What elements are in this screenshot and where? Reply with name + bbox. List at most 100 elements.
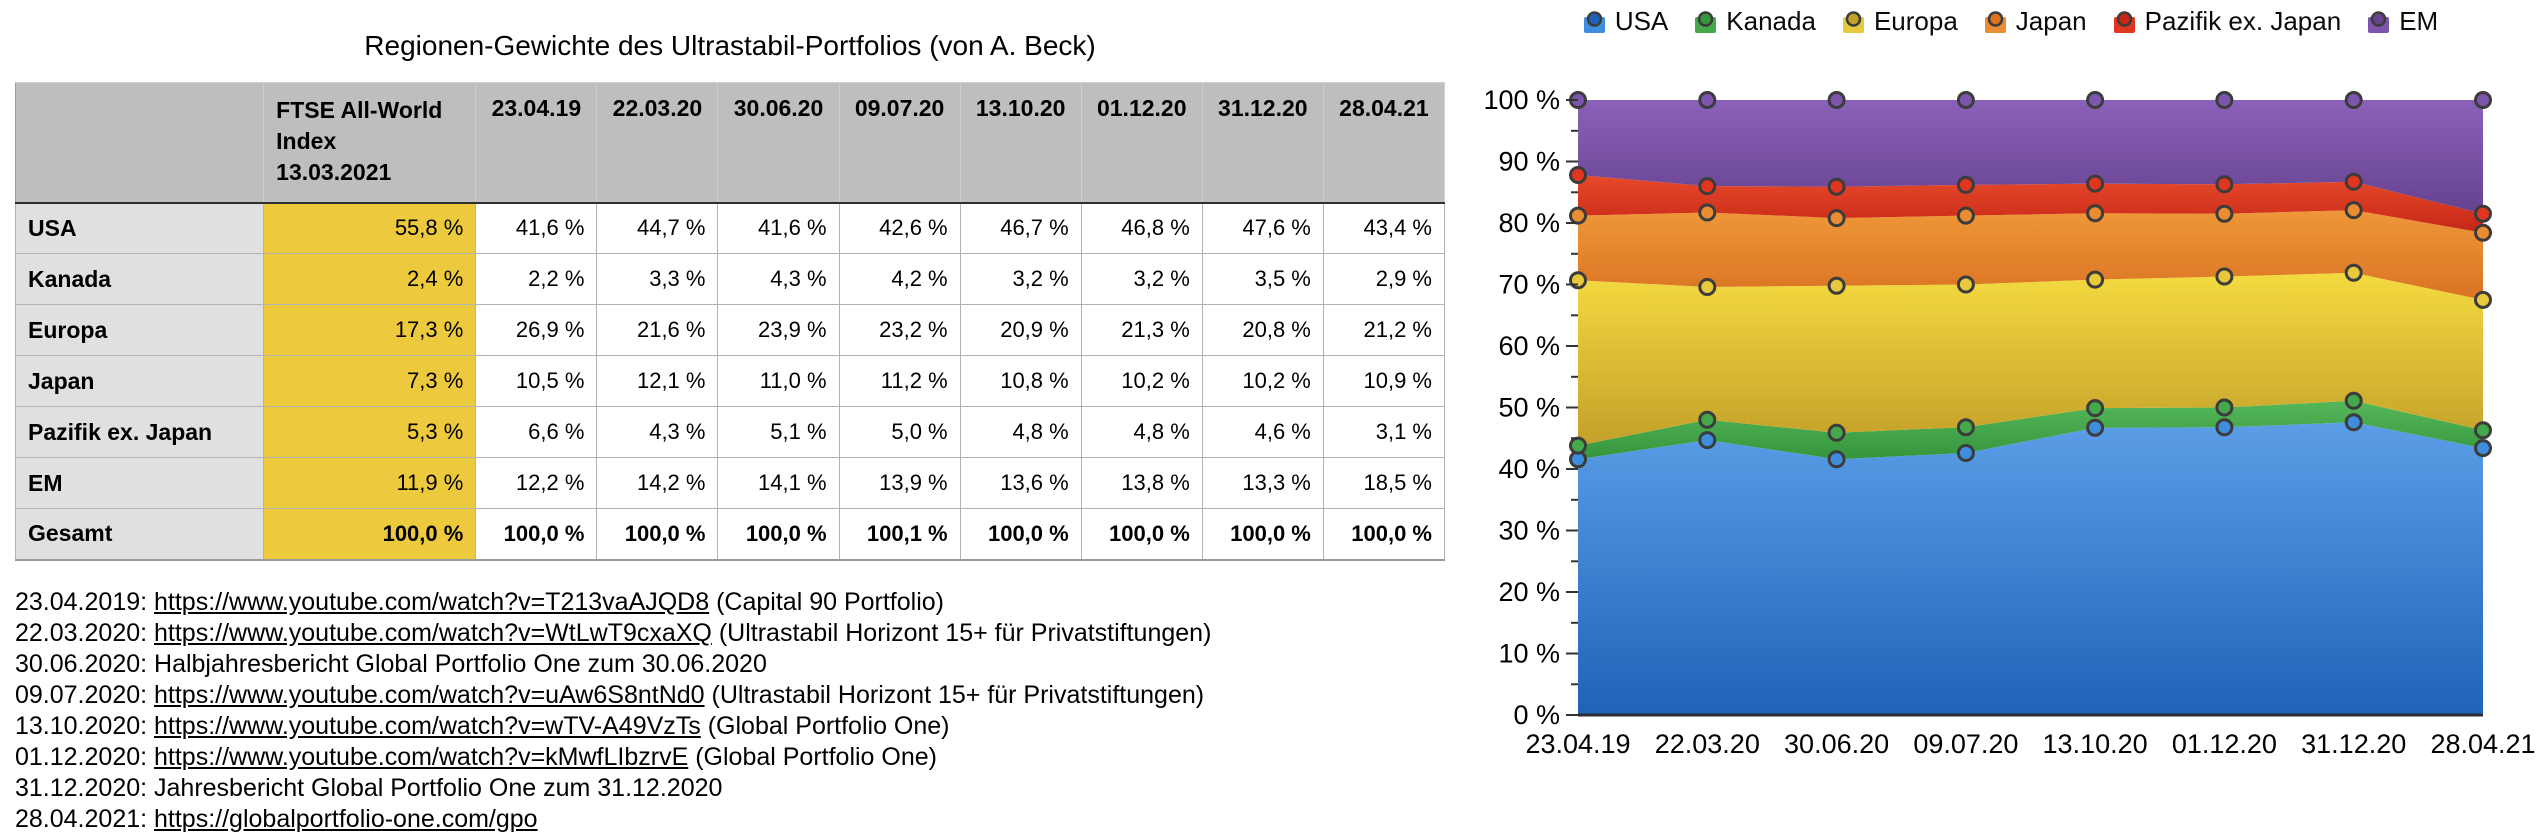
markers-kanada [1569, 391, 2492, 455]
value-cell: 100,0 % [596, 508, 719, 560]
value-cell: 11,9 % [263, 457, 477, 509]
source-link[interactable]: https://www.youtube.com/watch?v=wTV-A49V… [154, 711, 701, 740]
value-cell: 21,6 % [596, 304, 719, 356]
table-row-pazifik-ex-japan: Pazifik ex. Japan 5,3 % 6,6 % 4,3 % 5,1 % 5,0… [14, 406, 1446, 458]
legend-item-pazifik-ex-japan: Pazifik ex. Japan [2113, 6, 2342, 37]
table-row-europa: Europa 17,3 % 26,9 % 21,6 % 23,9 % 23,2 % 20,9… [14, 304, 1446, 356]
value-cell: 7,3 % [263, 355, 477, 407]
row-label: Kanada [14, 253, 265, 305]
value-cell: 100,1 % [838, 508, 961, 560]
legend-marker-icon [2113, 11, 2135, 33]
x-tick-label: 09.07.20 [1913, 729, 2018, 759]
source-note: (Global Portfolio One) [700, 711, 950, 740]
table-header-row: FTSE All-World Index 13.03.2021 23.04.19 2… [14, 82, 1446, 204]
value-cell: 21,2 % [1322, 304, 1446, 356]
value-cell: 10,9 % [1322, 355, 1446, 407]
value-cell: 46,7 % [959, 202, 1082, 254]
date-header-30-06-20: 30.06.20 [717, 82, 840, 204]
value-cell: 2,9 % [1322, 253, 1446, 305]
legend-label: Europa [1873, 6, 1958, 36]
x-tick-label: 23.04.19 [1525, 729, 1630, 759]
source-link[interactable]: https://www.youtube.com/watch?v=T213vaAJ… [154, 587, 710, 616]
value-cell: 13,6 % [959, 457, 1082, 509]
value-cell: 100,0 % [1322, 508, 1446, 560]
value-cell: 23,2 % [838, 304, 961, 356]
x-tick-label: 30.06.20 [1784, 729, 1889, 759]
y-tick-label: 40 % [1498, 454, 1560, 484]
value-cell: 46,8 % [1080, 202, 1203, 254]
legend-marker-icon [1984, 11, 2006, 33]
source-date: 31.12.2020: [15, 773, 155, 802]
date-header-09-07-20: 09.07.20 [838, 82, 961, 204]
source-line-31-12-2020: 31.12.2020: Jahresbericht Global Portfol… [15, 773, 1445, 804]
value-cell: 44,7 % [596, 202, 719, 254]
value-cell: 3,3 % [596, 253, 719, 305]
value-cell: 12,1 % [596, 355, 719, 407]
legend-label: Kanada [1726, 6, 1816, 36]
value-cell: 13,8 % [1080, 457, 1203, 509]
x-tick-label: 31.12.20 [2301, 729, 2406, 759]
stacked-area-chart: 0 % 10 % 20 % 30 % 40 % 50 % 60 % 70 % 80 % 90 % 1… [1483, 85, 2535, 759]
value-cell: 4,3 % [596, 406, 719, 458]
row-label: Gesamt [14, 508, 265, 560]
value-cell: 3,2 % [1080, 253, 1203, 305]
source-link[interactable]: https://www.youtube.com/watch?v=kMwfLIbz… [154, 742, 689, 771]
source-line-09-07-2020: 09.07.2020: https://www.youtube.com/watc… [15, 680, 1445, 711]
date-header-01-12-20: 01.12.20 [1080, 82, 1203, 204]
value-cell: 4,8 % [959, 406, 1082, 458]
source-link[interactable]: https://www.youtube.com/watch?v=uAw6S8nt… [154, 680, 705, 709]
value-cell: 5,0 % [838, 406, 961, 458]
table-row-usa: USA 55,8 % 41,6 % 44,7 % 41,6 % 42,6 % 46,7 % 4… [14, 202, 1446, 254]
source-link[interactable]: https://globalportfolio-one.com/gpo [154, 804, 538, 833]
value-cell: 47,6 % [1201, 202, 1324, 254]
value-cell: 2,2 % [475, 253, 598, 305]
area-band-pazifik-ex-japan [1578, 175, 2483, 233]
value-cell: 100,0 % [1201, 508, 1324, 560]
legend-item-japan: Japan [1984, 6, 2087, 37]
markers-europa [1569, 263, 2492, 309]
value-cell: 3,2 % [959, 253, 1082, 305]
y-tick-label: 80 % [1498, 208, 1560, 238]
value-cell: 3,5 % [1201, 253, 1324, 305]
markers-usa [1569, 413, 2492, 469]
source-note: (Global Portfolio One) [688, 742, 937, 771]
value-cell: 4,3 % [717, 253, 840, 305]
table-row-japan: Japan 7,3 % 10,5 % 12,1 % 11,0 % 11,2 % 10,8 %… [14, 355, 1446, 407]
table-section: Regionen-Gewichte des Ultrastabil-Portfo… [14, 0, 1446, 835]
markers-em [1569, 91, 2492, 109]
legend-marker-icon [2368, 11, 2390, 33]
y-tick-label: 10 % [1498, 639, 1560, 669]
legend-item-kanada: Kanada [1694, 6, 1816, 37]
value-cell: 4,2 % [838, 253, 961, 305]
legend-item-em: EM [2367, 6, 2438, 37]
y-tick-label: 50 % [1498, 393, 1560, 423]
value-cell: 10,8 % [959, 355, 1082, 407]
value-cell: 4,6 % [1201, 406, 1324, 458]
value-cell: 3,1 % [1322, 406, 1446, 458]
value-cell: 100,0 % [717, 508, 840, 560]
value-cell: 17,3 % [263, 304, 477, 356]
value-cell: 2,4 % [263, 253, 477, 305]
value-cell: 21,3 % [1080, 304, 1203, 356]
value-cell: 41,6 % [475, 202, 598, 254]
y-tick-label: 70 % [1498, 270, 1560, 300]
value-cell: 11,0 % [717, 355, 840, 407]
source-date: 13.10.2020: [15, 711, 155, 740]
table-row-em: EM 11,9 % 12,2 % 14,2 % 14,1 % 13,9 % 13,6 % 13… [14, 457, 1446, 509]
value-cell: 10,2 % [1201, 355, 1324, 407]
table-row-kanada: Kanada 2,4 % 2,2 % 3,3 % 4,3 % 4,2 % 3,2 % 3,2 … [14, 253, 1446, 305]
value-cell: 42,6 % [838, 202, 961, 254]
source-note: (Ultrastabil Horizont 15+ für Privatstif… [704, 680, 1205, 709]
x-tick-label: 13.10.20 [2043, 729, 2148, 759]
legend-label: Pazifik ex. Japan [2144, 6, 2342, 36]
value-cell: 13,3 % [1201, 457, 1324, 509]
x-tick-label: 01.12.20 [2172, 729, 2277, 759]
source-line-23-04-2019: 23.04.2019: https://www.youtube.com/watc… [15, 587, 1445, 618]
region-weights-table: FTSE All-World Index 13.03.2021 23.04.19 2… [14, 82, 1446, 561]
legend-marker-icon [1695, 11, 1717, 33]
ftse-index-header: FTSE All-World Index 13.03.2021 [263, 82, 477, 204]
value-cell: 10,5 % [475, 355, 598, 407]
date-header-13-10-20: 13.10.20 [959, 82, 1082, 204]
legend-marker-icon [1583, 11, 1605, 33]
source-link[interactable]: https://www.youtube.com/watch?v=WtLwT9cx… [154, 618, 712, 647]
